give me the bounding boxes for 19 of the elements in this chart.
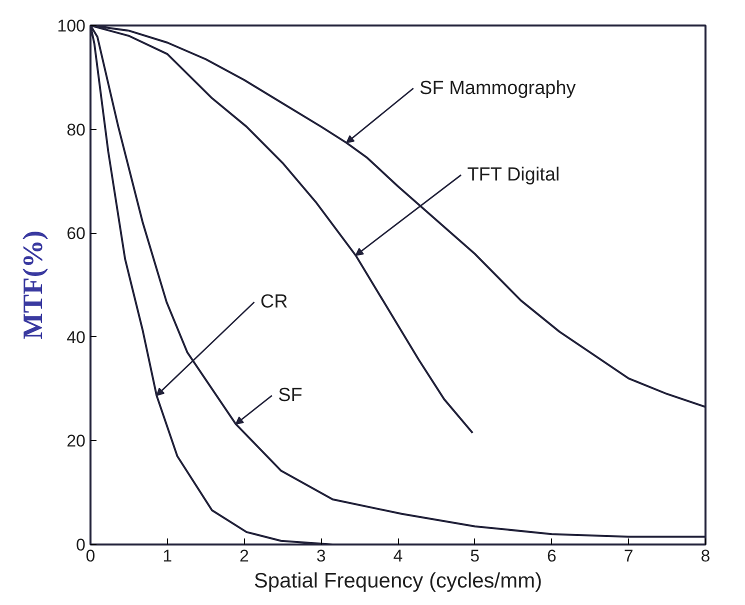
y-tick-label: 60	[66, 224, 86, 244]
x-tick-label: 5	[470, 546, 480, 566]
annotation: SF	[278, 385, 302, 406]
x-tick-label: 3	[316, 546, 326, 566]
annotation: TFT Digital	[467, 164, 560, 186]
x-tick-label: 7	[624, 546, 634, 566]
x-tick-label: 1	[162, 546, 172, 566]
x-tick-label: 6	[547, 546, 556, 566]
y-tick-label: 100	[57, 16, 86, 36]
annotation: CR	[260, 292, 288, 313]
x-axis-title: Spatial Frequency (cycles/mm)	[254, 570, 542, 592]
y-axis-title: MTF(%)	[18, 230, 50, 340]
x-tick-label: 8	[700, 546, 710, 566]
x-tick-label: 2	[240, 546, 249, 566]
y-tick-label: 80	[66, 120, 86, 140]
y-tick-label: 40	[66, 328, 86, 347]
annotation: SF Mammography	[420, 78, 576, 99]
x-tick-label: 4	[393, 546, 403, 566]
y-tick-label: 20	[66, 432, 86, 451]
